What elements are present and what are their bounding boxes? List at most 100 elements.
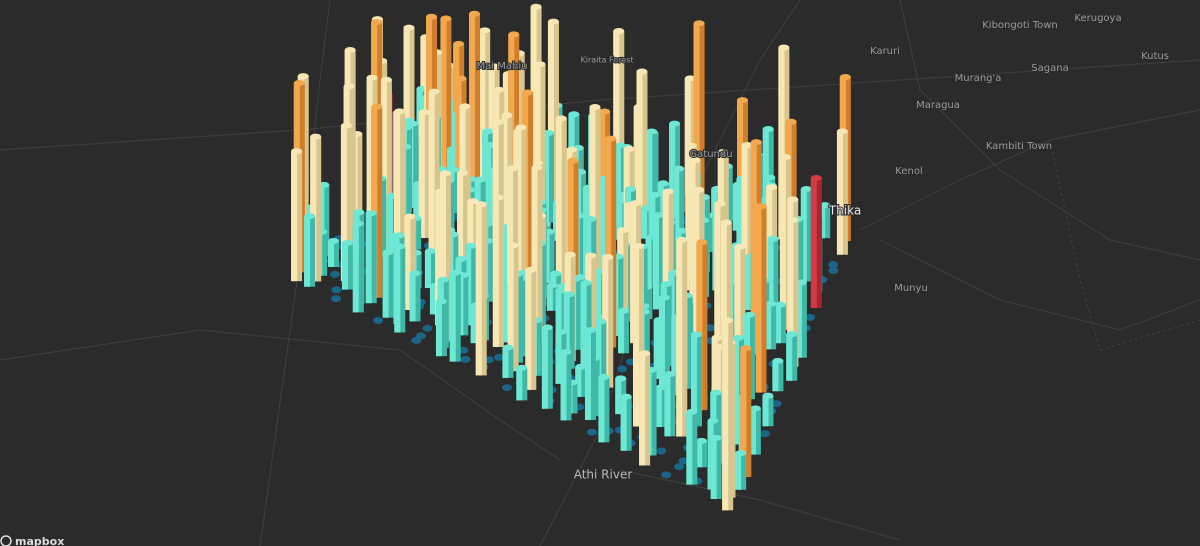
hex-base: [331, 286, 342, 294]
column-face: [352, 223, 359, 313]
column-top: [440, 15, 452, 22]
column-face: [645, 237, 652, 288]
column-face: [714, 203, 721, 379]
column-face: [365, 213, 372, 304]
column-face: [653, 320, 660, 379]
column-top: [735, 450, 747, 457]
column-face: [795, 282, 802, 358]
column-face: [720, 222, 727, 392]
column-face: [686, 411, 693, 485]
column-top: [560, 349, 572, 356]
column-top: [633, 242, 645, 249]
column-top: [733, 334, 745, 341]
column-top: [479, 27, 491, 34]
column-face: [543, 132, 550, 223]
column-top: [836, 128, 848, 135]
column-face: [555, 118, 562, 299]
column-face: [563, 294, 570, 369]
column-top: [762, 392, 774, 399]
place-label: Karuri: [870, 46, 900, 57]
column-face: [836, 131, 843, 255]
column-face: [664, 374, 671, 437]
column-top: [525, 266, 537, 273]
hex-base: [373, 317, 384, 325]
column-top: [501, 112, 513, 119]
column-top: [743, 311, 755, 318]
column-face: [772, 360, 779, 392]
column-top: [555, 287, 567, 294]
column-top: [507, 242, 519, 249]
hex-base: [502, 384, 513, 392]
column-top: [785, 118, 797, 125]
column-face: [722, 320, 729, 511]
place-label: Gatundu: [689, 149, 732, 160]
column-face: [502, 287, 509, 343]
column-top: [449, 269, 461, 276]
column-top: [636, 68, 648, 75]
column-face: [639, 353, 646, 466]
column-face: [669, 123, 676, 206]
column-top: [426, 13, 438, 20]
column-face: [435, 191, 442, 326]
column-face: [394, 246, 401, 333]
column-top: [382, 249, 394, 256]
column-top: [448, 166, 460, 173]
column-top: [304, 213, 316, 220]
column-top: [673, 165, 685, 172]
column-top: [617, 227, 629, 234]
column-top: [435, 298, 447, 305]
column-top: [774, 301, 786, 308]
column-top: [492, 194, 504, 201]
column-face: [555, 290, 562, 344]
column-top: [353, 209, 365, 216]
hex-base: [828, 260, 839, 268]
column-face: [516, 367, 523, 401]
column-face: [428, 91, 435, 272]
column-face: [451, 115, 458, 198]
column-top: [693, 186, 705, 193]
column-top: [418, 109, 430, 116]
column-face: [800, 188, 807, 282]
column-face: [762, 395, 769, 427]
column-top: [710, 434, 722, 441]
column-top: [750, 139, 762, 146]
column-face: [440, 18, 447, 182]
column-face: [774, 304, 781, 344]
column-top: [585, 215, 597, 222]
column-face: [455, 78, 462, 209]
column-face: [291, 151, 298, 282]
column-face: [457, 173, 464, 301]
column-face: [707, 420, 714, 490]
column-face: [655, 387, 662, 428]
column-face: [475, 204, 482, 376]
column-top: [366, 74, 378, 81]
column-face: [673, 168, 680, 237]
column-top: [453, 40, 465, 47]
column-top: [474, 176, 486, 183]
column-top: [795, 279, 807, 286]
column-face: [671, 317, 678, 396]
column-face: [580, 282, 587, 374]
place-label: Kenol: [895, 166, 922, 177]
column-top: [686, 408, 698, 415]
column-face: [525, 269, 532, 390]
column-top: [741, 142, 753, 149]
column-top: [482, 128, 494, 135]
column-top: [734, 243, 746, 250]
column-top: [584, 327, 596, 334]
column-face: [652, 215, 659, 310]
column-face: [693, 189, 700, 360]
attribution: mapbox: [15, 535, 64, 546]
hex-base: [460, 355, 471, 363]
column-top: [568, 111, 580, 118]
column-top: [465, 242, 477, 249]
column-top: [344, 47, 356, 54]
hex-base: [458, 346, 469, 354]
column-face: [613, 30, 620, 197]
column-top: [839, 74, 851, 81]
column-top: [664, 371, 676, 378]
column-top: [508, 31, 520, 38]
column-top: [599, 108, 611, 115]
column-face: [733, 337, 740, 425]
column-top: [740, 345, 752, 352]
